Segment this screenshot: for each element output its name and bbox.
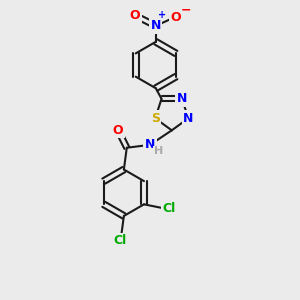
Text: S: S (151, 112, 160, 125)
Text: Cl: Cl (113, 234, 126, 247)
Text: O: O (171, 11, 182, 24)
Text: N: N (183, 112, 194, 125)
Text: N: N (145, 138, 155, 151)
Text: O: O (130, 9, 140, 22)
Text: N: N (177, 92, 187, 105)
Text: −: − (181, 3, 191, 16)
Text: Cl: Cl (163, 202, 176, 215)
Text: H: H (154, 146, 163, 156)
Text: N: N (151, 19, 161, 32)
Text: +: + (158, 10, 166, 20)
Text: O: O (113, 124, 123, 137)
